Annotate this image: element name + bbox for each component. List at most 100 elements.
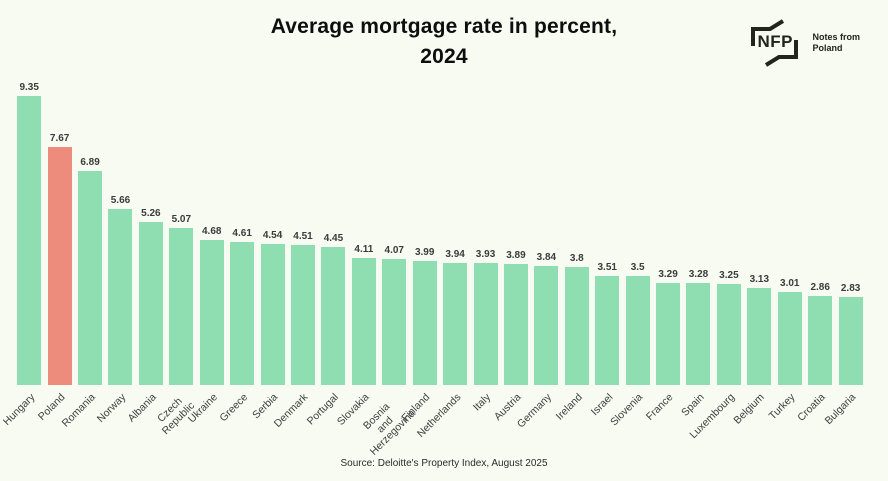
bar-group-netherlands: 3.94 Netherlands	[414, 82, 470, 440]
bar-value-label-portugal: 4.45	[323, 233, 344, 244]
bar-czech-republic	[169, 228, 194, 385]
bar-group-belgium: 3.13 Belgium	[732, 82, 774, 427]
bar-country-label-france: France	[644, 391, 676, 423]
bar-group-finland: 3.99 Finland	[400, 82, 439, 424]
bar-group-luxembourg: 3.25 Luxembourg	[687, 82, 744, 441]
bar-value-label-romania: 6.89	[80, 157, 100, 168]
bar-group-ireland: 3.8 Ireland	[553, 82, 592, 422]
bar-value-label-ukraine: 4.68	[202, 226, 222, 237]
bar-value-label-croatia: 2.86	[810, 282, 830, 293]
bar-germany	[534, 266, 559, 385]
bar-group-serbia: 4.54 Serbia	[250, 82, 287, 421]
bar-value-label-finland: 3.99	[414, 247, 435, 258]
chart-title-line1: Average mortgage rate in percent,	[270, 15, 618, 38]
bar-group-poland: 7.67 Poland	[36, 82, 74, 423]
bar-austria	[503, 264, 528, 385]
bar-value-label-slovakia: 4.11	[354, 244, 374, 255]
bar-netherlands	[443, 263, 468, 385]
bar-bulgaria	[838, 297, 863, 385]
bar-norway	[108, 209, 133, 385]
bar-belgium	[747, 288, 772, 385]
bar-group-spain: 3.28 Spain	[679, 82, 713, 419]
bar-value-label-norway: 5.66	[110, 195, 131, 206]
bar-slovenia	[625, 276, 650, 385]
bar-israel	[595, 276, 620, 385]
bar-value-label-austria: 3.89	[506, 250, 526, 261]
nfp-bracket-icon	[751, 19, 799, 67]
source-caption: Source: Deloitte's Property Index, Augus…	[340, 458, 548, 469]
bar-luxembourg	[716, 284, 741, 385]
bar-group-bosnia-and-herzegovina: 4.07 Bosnia and Herzegovina	[361, 82, 418, 458]
bar-country-label-ireland: Ireland	[553, 391, 585, 423]
bar-group-hungary: 9.35 Hungary	[0, 82, 44, 428]
bar-group-austria: 3.89 Austria	[492, 82, 531, 423]
bar-country-label-hungary: Hungary	[0, 391, 37, 428]
bar-value-label-france: 3.29	[658, 269, 678, 280]
bar-serbia	[260, 244, 285, 385]
bar-romania	[78, 171, 103, 385]
bar-group-france: 3.29 France	[644, 82, 683, 423]
nfp-logo-text: NFP	[757, 32, 793, 51]
bar-albania	[138, 222, 163, 385]
bar-value-label-albania: 5.26	[141, 208, 161, 219]
bar-value-label-bulgaria: 2.83	[840, 283, 861, 294]
bar-group-norway: 5.66 Norway	[95, 82, 135, 425]
bar-country-label-turkey: Turkey	[766, 391, 798, 423]
bar-value-label-spain: 3.28	[688, 269, 709, 280]
bar-country-label-spain: Spain	[678, 391, 707, 419]
bar-value-label-luxembourg: 3.25	[719, 270, 739, 281]
bar-poland	[47, 147, 72, 385]
nfp-logo-name: Notes from Poland	[812, 31, 860, 53]
bar-croatia	[808, 296, 833, 385]
bar-value-label-czech-republic: 5.07	[171, 214, 192, 225]
bar-country-label-slovenia: Slovenia	[608, 391, 646, 429]
chart-title-line2: 2024	[420, 45, 468, 69]
bar-value-label-netherlands: 3.94	[445, 249, 465, 260]
bar-group-germany: 3.84 Germany	[515, 82, 561, 430]
bar-group-greece: 4.61 Greece	[217, 82, 257, 424]
bar-country-label-israel: Israel	[588, 391, 616, 418]
bar-slovakia	[351, 258, 376, 385]
bar-portugal	[321, 247, 346, 385]
bar-group-czech-republic: 5.07 Czech Republic	[156, 82, 198, 437]
bar-country-label-bulgaria: Bulgaria	[822, 391, 859, 428]
bar-value-label-bosnia-and-herzegovina: 4.07	[384, 245, 404, 256]
bar-value-label-germany: 3.84	[536, 252, 557, 263]
bar-finland	[412, 261, 437, 385]
bar-group-denmark: 4.51 Denmark	[272, 82, 318, 430]
bar-country-label-norway: Norway	[94, 391, 129, 425]
bar-ireland	[564, 267, 589, 385]
bar-value-label-denmark: 4.51	[293, 231, 313, 242]
bar-value-label-poland: 7.67	[49, 133, 70, 144]
bar-chart: 9.35 Hungary 7.67 Poland 6.89 Romania 5.66 Norw…	[0, 82, 866, 458]
bar-value-label-greece: 4.61	[232, 228, 252, 239]
bar-spain	[686, 283, 711, 385]
bar-group-romania: 6.89 Romania	[60, 82, 105, 429]
nfp-logo-mark: NFP	[748, 18, 804, 68]
bar-group-slovakia: 4.11 Slovakia	[335, 82, 379, 428]
bar-group-slovenia: 3.5 Slovenia	[608, 82, 652, 428]
bar-greece	[230, 242, 255, 385]
nfp-logo: NFP Notes from Poland	[748, 18, 860, 68]
bar-country-label-belgium: Belgium	[731, 391, 768, 427]
bar-country-label-greece: Greece	[217, 391, 250, 425]
bar-group-ukraine: 4.68 Ukraine	[185, 82, 227, 425]
bar-group-portugal: 4.45 Portugal	[305, 82, 348, 427]
bar-value-label-hungary: 9.35	[19, 82, 39, 93]
bar-group-croatia: 2.86 Croatia	[796, 82, 835, 424]
bar-value-label-italy: 3.93	[475, 249, 496, 260]
bar-group-israel: 3.51 Israel	[588, 82, 622, 418]
bar-group-turkey: 3.01 Turkey	[767, 82, 805, 422]
bar-value-label-serbia: 4.54	[262, 230, 283, 241]
bar-italy	[473, 263, 498, 385]
bar-value-label-israel: 3.51	[597, 262, 617, 273]
bar-group-italy: 3.93 Italy	[470, 82, 500, 413]
bar-france	[656, 283, 681, 385]
bar-value-label-belgium: 3.13	[749, 274, 770, 285]
bar-turkey	[777, 292, 802, 385]
bar-ukraine	[199, 240, 224, 385]
bar-value-label-slovenia: 3.5	[630, 262, 645, 273]
bar-hungary	[17, 96, 42, 385]
bar-country-label-portugal: Portugal	[305, 391, 342, 428]
bar-denmark	[291, 245, 315, 385]
